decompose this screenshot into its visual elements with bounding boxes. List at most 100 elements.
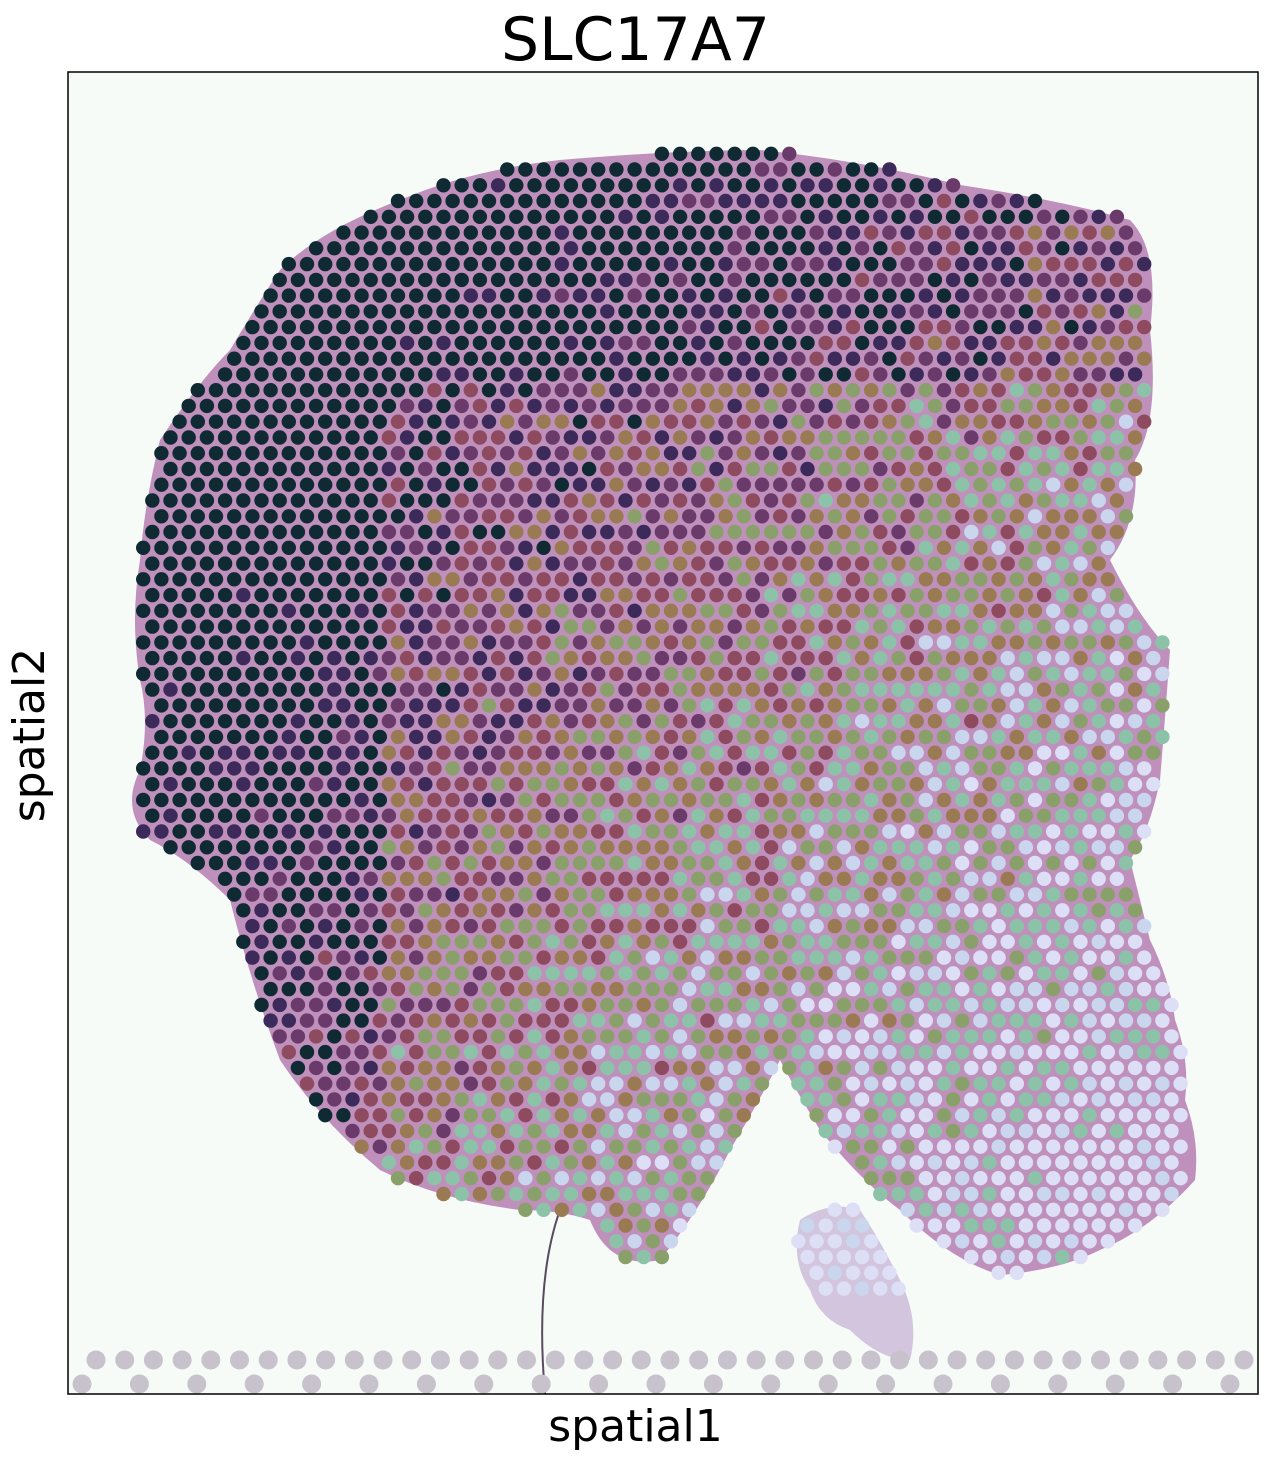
spot — [1127, 272, 1143, 288]
spot — [1064, 603, 1079, 618]
spot — [973, 446, 988, 461]
spot — [172, 603, 187, 618]
spot — [982, 241, 997, 256]
spot — [1100, 729, 1116, 745]
spot — [591, 603, 606, 618]
spot — [581, 367, 597, 382]
spot — [418, 461, 433, 477]
spot — [418, 587, 433, 603]
spot — [672, 304, 688, 319]
spot — [964, 272, 979, 288]
spot — [481, 193, 497, 209]
spot — [263, 887, 278, 902]
spot — [454, 335, 469, 351]
spot — [1073, 1186, 1088, 1202]
spot — [955, 824, 970, 839]
spot — [609, 666, 624, 682]
spot — [964, 1249, 979, 1265]
spot — [745, 178, 761, 193]
spot — [691, 587, 706, 603]
spot — [636, 556, 651, 571]
fiducial-bead — [344, 1350, 364, 1370]
y-axis-label: spatial2 — [4, 647, 55, 823]
spot — [1127, 1186, 1143, 1202]
spot — [609, 193, 624, 209]
spot — [591, 1108, 606, 1123]
spot — [909, 619, 924, 634]
spot — [509, 556, 524, 571]
spot — [654, 871, 670, 886]
spot — [1100, 761, 1116, 776]
spot — [600, 619, 615, 634]
spot — [563, 808, 579, 823]
spot — [800, 335, 815, 351]
spot — [509, 587, 524, 603]
spot — [527, 209, 542, 224]
spot — [964, 241, 979, 256]
spot — [827, 855, 842, 871]
spot — [290, 619, 306, 634]
spot — [436, 682, 451, 697]
spot — [536, 193, 551, 209]
spot — [1000, 903, 1015, 918]
spot — [318, 698, 333, 713]
spot — [672, 777, 688, 792]
spot — [609, 1234, 624, 1249]
spot — [1109, 430, 1125, 445]
spot — [936, 666, 952, 682]
spot — [409, 1076, 424, 1091]
spot — [945, 304, 961, 319]
spot — [1027, 1234, 1043, 1249]
spot — [472, 367, 488, 382]
spot — [663, 666, 679, 682]
spot — [463, 1013, 478, 1028]
spot — [864, 509, 879, 524]
spot — [1100, 351, 1116, 366]
spot — [454, 840, 469, 855]
spot — [1055, 1123, 1070, 1139]
spot — [527, 871, 542, 886]
spot — [918, 446, 933, 461]
spot — [427, 1108, 442, 1123]
spot — [873, 997, 888, 1013]
spot — [736, 351, 751, 366]
spot — [882, 761, 897, 776]
spot — [727, 367, 742, 382]
spot — [372, 446, 387, 461]
spot — [773, 162, 788, 177]
spot — [700, 1044, 715, 1060]
spot — [354, 729, 369, 745]
spot — [709, 146, 724, 161]
spot — [591, 824, 606, 839]
spot — [572, 666, 588, 682]
spot — [1027, 887, 1043, 902]
spot — [136, 540, 151, 555]
spot — [572, 824, 588, 839]
spot — [609, 225, 624, 240]
spot — [536, 981, 551, 997]
spot — [1118, 1013, 1134, 1028]
spot — [627, 540, 642, 555]
spot — [299, 855, 315, 871]
spot — [345, 714, 360, 729]
spot — [572, 698, 588, 713]
spot — [236, 493, 251, 508]
spot — [864, 635, 879, 650]
spot — [390, 1076, 406, 1091]
spot — [1046, 1044, 1061, 1060]
spot — [354, 509, 369, 524]
spot — [691, 272, 706, 288]
spot — [1082, 1139, 1097, 1154]
spot — [982, 461, 997, 477]
spot — [1064, 414, 1079, 429]
spot — [554, 1139, 569, 1154]
spot — [1100, 635, 1116, 650]
spot — [427, 509, 442, 524]
spot — [645, 887, 660, 902]
spot — [527, 461, 542, 477]
spot — [900, 1108, 915, 1123]
spot — [982, 808, 997, 823]
spot — [1137, 1171, 1152, 1186]
spot — [745, 714, 761, 729]
spot — [390, 635, 406, 650]
